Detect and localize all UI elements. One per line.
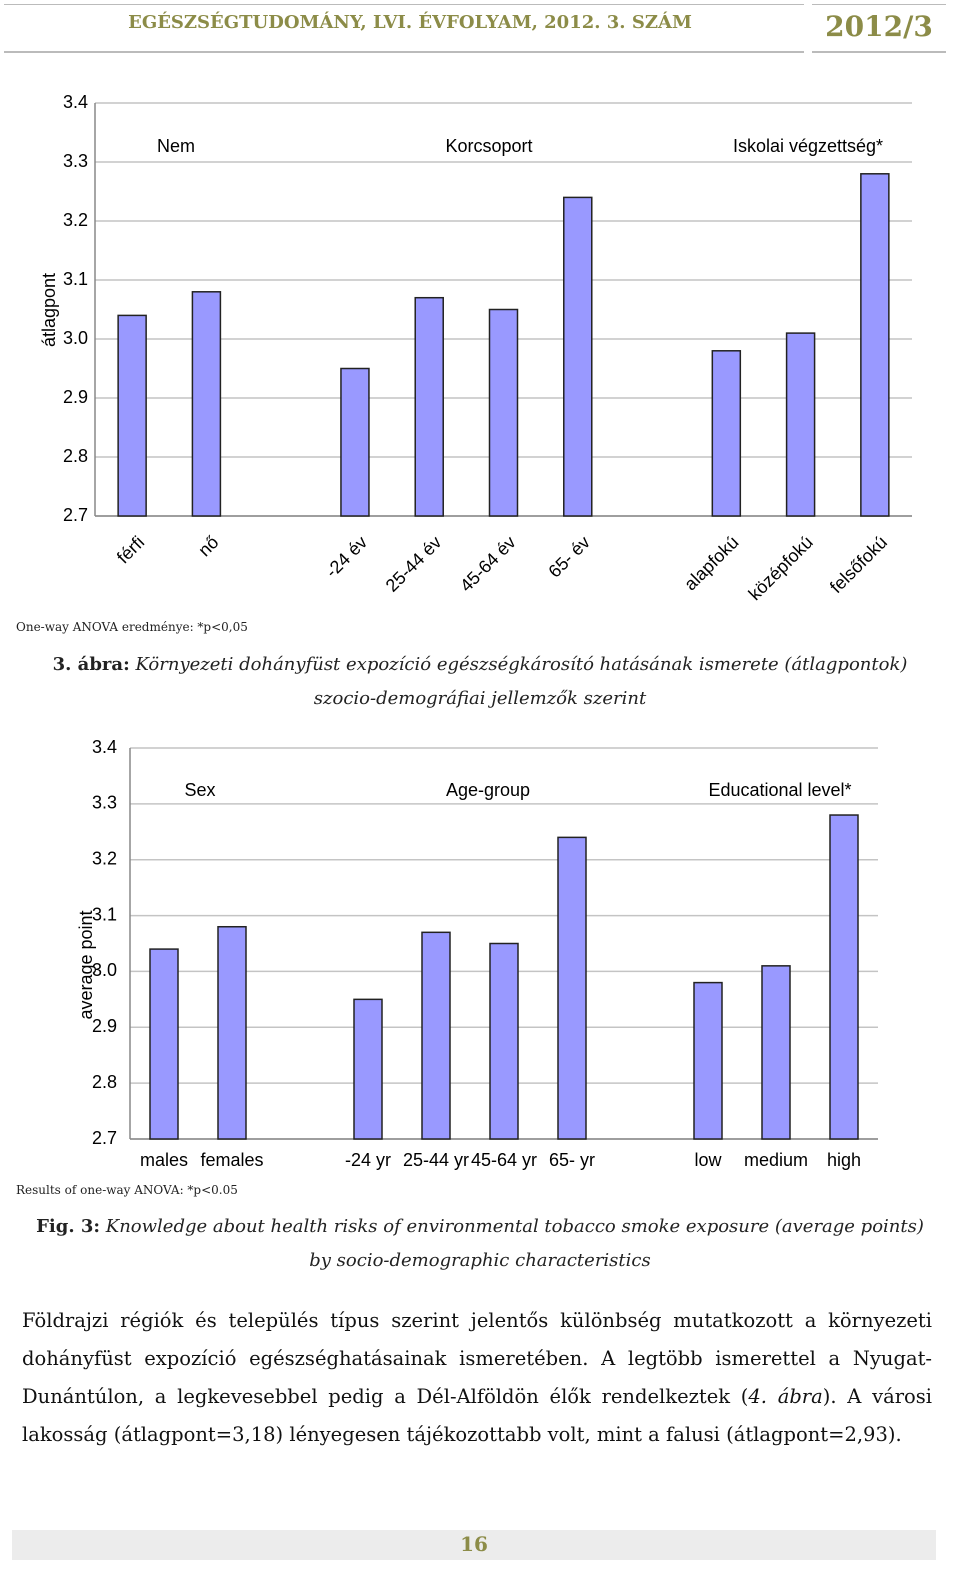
bar: [711, 350, 742, 517]
page-number: 16: [460, 1532, 488, 1556]
header-band: [812, 4, 946, 53]
bar: [217, 925, 247, 1140]
paragraph: Földrajzi régiók és település típus szer…: [22, 1302, 932, 1454]
bar: [117, 314, 147, 517]
y-tick-label: 2.9: [92, 1016, 117, 1036]
y-axis-label: average point: [76, 910, 96, 1019]
bar: [829, 814, 859, 1140]
caption-label: 3. ábra:: [52, 654, 130, 675]
x-tick-label: high: [827, 1150, 861, 1170]
y-tick-label: 2.7: [63, 505, 88, 525]
x-tick-label: medium: [744, 1150, 808, 1170]
bar: [693, 981, 723, 1140]
x-tick-label: 25-44 yr: [403, 1150, 469, 1170]
x-tick-label: férfi: [113, 532, 148, 567]
x-tick-label: females: [200, 1150, 263, 1170]
x-tick-label: 65- yr: [549, 1150, 595, 1170]
y-tick-label: 3.1: [63, 269, 88, 289]
x-tick-label: 65- év: [544, 532, 594, 582]
bar: [414, 296, 444, 517]
caption: 3. ábra: Környezeti dohányfüst expozíció…: [30, 648, 930, 716]
group-label: Sex: [184, 780, 215, 800]
y-tick-label: 3.4: [63, 92, 88, 112]
caption-text: Knowledge about health risks of environm…: [105, 1216, 924, 1271]
y-tick-label: 3.1: [92, 904, 117, 924]
footer-band: [12, 1530, 936, 1560]
bar: [340, 367, 370, 517]
x-tick-label: alapfokú: [680, 532, 742, 594]
bar: [421, 931, 451, 1140]
bar: [860, 173, 890, 517]
text: Földrajzi régiók és település típus szer…: [22, 1309, 932, 1408]
bar: [785, 332, 816, 517]
text: 4. ábra: [748, 1385, 823, 1408]
header-band: [4, 4, 804, 53]
x-tick-label: nő: [194, 532, 222, 560]
y-tick-label: 3.0: [92, 960, 117, 980]
group-label: Iskolai végzettség*: [733, 136, 883, 156]
bar: [563, 196, 593, 517]
bar: [489, 942, 519, 1140]
x-tick-label: -24 év: [322, 532, 372, 582]
group-label: Nem: [157, 136, 195, 156]
bar: [488, 308, 519, 517]
y-tick-label: 3.0: [63, 328, 88, 348]
bar: [353, 998, 383, 1140]
caption: Fig. 3: Knowledge about health risks of …: [30, 1210, 930, 1278]
x-tick-label: 45-64 yr: [471, 1150, 537, 1170]
x-tick-label: -24 yr: [345, 1150, 391, 1170]
note: Results of one-way ANOVA: *p<0.05: [16, 1183, 238, 1197]
text: ). A városi lakosság (átlagpont=3,18) lé…: [22, 1385, 933, 1446]
caption-label: Fig. 3:: [36, 1216, 101, 1237]
issue: 2012/3: [825, 10, 933, 43]
y-tick-label: 2.7: [92, 1128, 117, 1148]
y-tick-label: 2.8: [63, 446, 88, 466]
x-tick-label: felsőfokú: [826, 532, 891, 597]
x-tick-label: 25-44 év: [382, 532, 446, 596]
x-tick-label: males: [140, 1150, 188, 1170]
y-tick-label: 2.8: [92, 1072, 117, 1092]
bar: [149, 948, 179, 1140]
group-label: Age-group: [446, 780, 530, 800]
y-tick-label: 3.3: [63, 151, 88, 171]
x-tick-label: középfokú: [745, 532, 817, 604]
x-tick-label: low: [694, 1150, 722, 1170]
y-tick-label: 2.9: [63, 387, 88, 407]
bar: [761, 965, 791, 1140]
x-tick-label: 45-64 év: [456, 532, 520, 596]
y-tick-label: 3.4: [92, 737, 117, 757]
caption-text: Környezeti dohányfüst expozíció egészség…: [135, 654, 908, 709]
group-label: Educational level*: [708, 780, 851, 800]
group-label: Korcsoport: [445, 136, 532, 156]
bar: [191, 291, 222, 517]
bar: [557, 836, 587, 1140]
y-tick-label: 3.3: [92, 793, 117, 813]
note: One-way ANOVA eredménye: *p<0,05: [16, 620, 248, 634]
y-axis-label: átlagpont: [39, 273, 59, 347]
y-tick-label: 3.2: [92, 848, 117, 868]
y-tick-label: 3.2: [63, 210, 88, 230]
journal-title: EGÉSZSÉGTUDOMÁNY, LVI. ÉVFOLYAM, 2012. 3…: [128, 12, 692, 33]
